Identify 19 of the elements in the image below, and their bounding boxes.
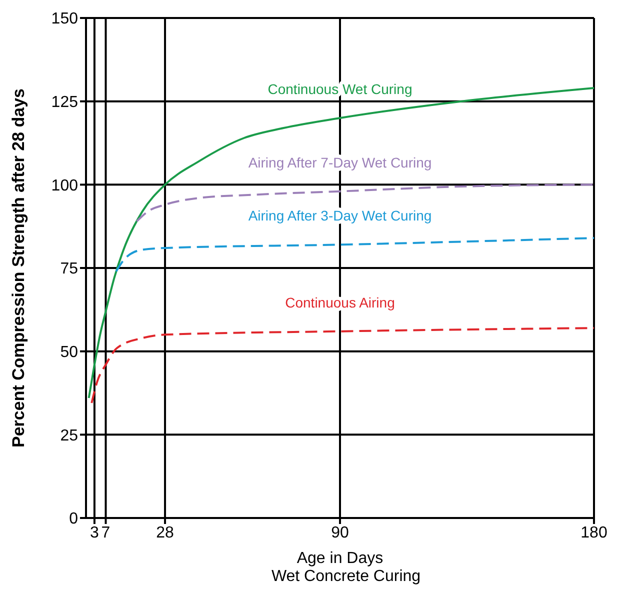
x-axis-title: Age in Days	[296, 550, 384, 567]
y-tick-label: 50	[60, 344, 78, 362]
y-tick-label: 150	[51, 10, 78, 28]
y-tick-label: 25	[60, 427, 78, 444]
x-tick-label: 28	[156, 524, 174, 542]
y-axis-title: Percent Compression Strength after 28 days	[9, 88, 28, 448]
y-tick-label: 75	[60, 260, 78, 278]
x-tick-label: 3	[90, 524, 100, 542]
x-tick-label: 90	[331, 524, 349, 542]
y-tick-label: 125	[51, 94, 78, 112]
line-series	[90, 327, 594, 404]
line-series	[136, 184, 594, 222]
text: Wet Concrete Curing	[270, 568, 422, 586]
y-tick-label: 100	[51, 177, 78, 194]
series-label: Continuous Wet Curing	[268, 81, 412, 97]
line-series	[115, 237, 594, 272]
x-tick-label: 180	[580, 524, 608, 542]
y-tick-label: 0	[69, 510, 78, 528]
x-tick-label: 7	[101, 524, 110, 542]
